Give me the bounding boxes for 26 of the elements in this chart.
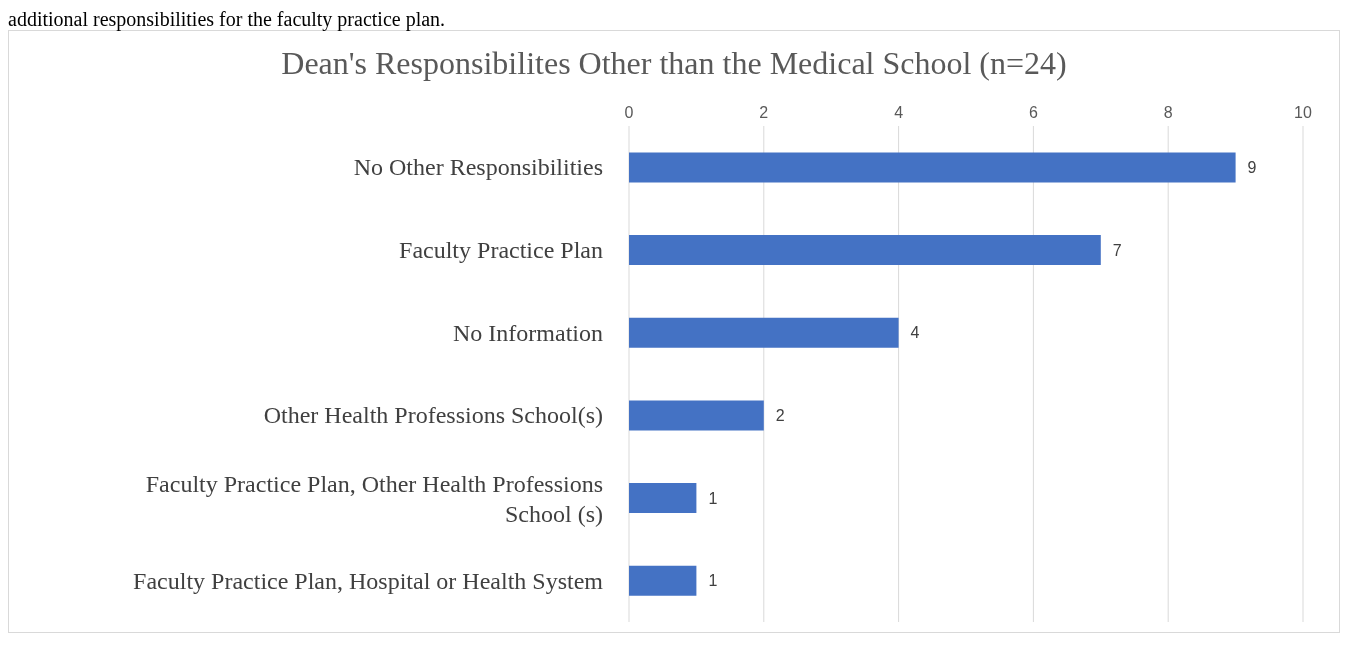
x-tick-label: 0 [624,104,634,121]
data-label: 4 [910,324,920,342]
y-tick-label: Faculty Practice Plan, Other Health Professions School (s) [145,471,603,527]
data-label: 7 [1112,241,1122,259]
bar [629,152,1236,183]
x-tick-label: 6 [1028,104,1038,121]
y-tick-label: No Other Responsibilities [353,154,603,181]
data-label: 9 [1247,159,1257,177]
text: additional responsibilities for the faculty practice plan. [8,8,447,30]
x-tick-label: 10 [1294,104,1312,121]
bar [629,565,697,596]
data-label: 1 [708,489,718,507]
y-tick-label: Other Health Professions School(s) [263,402,603,429]
y-tick-label: Faculty Practice Plan, Hospital or Health System [133,567,604,594]
y-tick-label: No Information [453,319,603,346]
data-label: 1 [708,572,718,590]
chart-title: Dean's Responsibilites Other than the Medical School (n=24) [280,45,1068,82]
bar [629,400,764,431]
y-tick-label: Faculty Practice Plan [399,237,603,263]
x-tick-label: 4 [894,104,904,121]
x-tick-label: 2 [759,104,769,121]
bar [629,317,899,348]
data-label: 2 [775,407,785,425]
bar [629,235,1101,266]
bar [629,483,697,514]
x-tick-label: 8 [1163,104,1173,121]
